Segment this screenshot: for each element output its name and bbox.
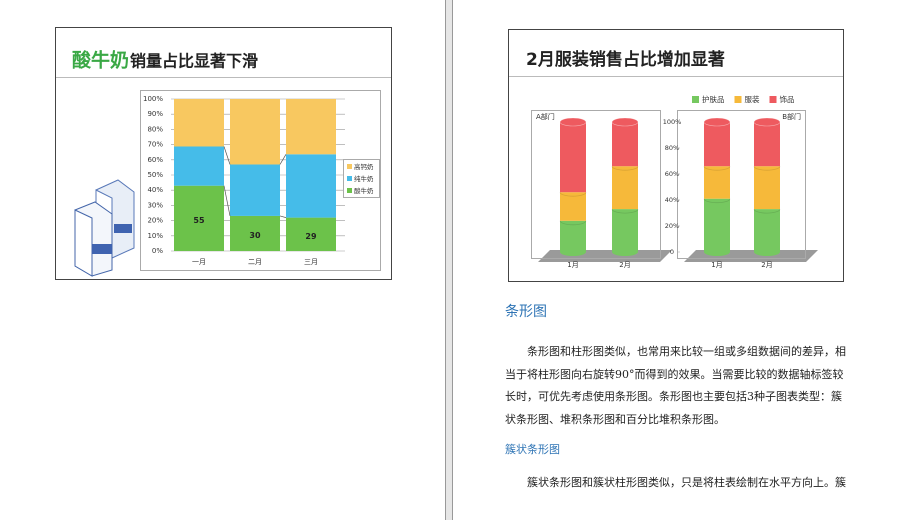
legend-label: 纯牛奶	[354, 174, 374, 183]
page-edge	[445, 0, 446, 520]
y-tick-label: 80%	[147, 125, 163, 133]
bar-segment	[174, 185, 224, 251]
y-tick-label: 80%	[665, 144, 679, 152]
cylinder-segment	[704, 166, 730, 199]
y-tick-label: 0%	[152, 247, 163, 255]
segment-edge	[753, 208, 781, 214]
cylinder-segment	[560, 122, 586, 193]
series-line	[279, 215, 287, 218]
x-tick-label: 2月	[619, 261, 630, 269]
data-label: 29	[305, 232, 317, 241]
y-tick-label: 30%	[147, 201, 163, 209]
legend-label: 酸牛奶	[354, 186, 374, 195]
milk-illustration	[74, 179, 135, 277]
y-tick-label: 100%	[143, 95, 163, 103]
paragraph: 条形图和柱形图类似，也常用来比较一组或多组数据间的差异，相当于将柱形图向右旋转9…	[505, 345, 846, 426]
segment-edge	[611, 208, 639, 214]
legend-label: 服装	[745, 94, 760, 104]
cylinder-segment	[612, 166, 638, 210]
legend-label: 高钙奶	[354, 162, 374, 171]
panel-frame	[531, 110, 661, 259]
data-label: 30	[249, 231, 261, 240]
x-tick-label: 2月	[761, 261, 772, 269]
y-tick-label: 10%	[147, 232, 163, 240]
series-line	[223, 185, 231, 216]
cylinder-segment	[754, 166, 780, 210]
bar-segment	[286, 217, 336, 251]
page-gap	[446, 0, 452, 520]
cylinder-segment	[754, 209, 780, 252]
heading: 条形图	[505, 304, 547, 320]
chart-title-highlight: 酸牛奶	[72, 49, 129, 72]
y-tick-label: 0	[670, 248, 674, 256]
x-tick-label: 1月	[567, 261, 578, 269]
legend-label: 饰品	[780, 94, 795, 104]
panel-label: A部门	[536, 112, 555, 121]
panel-label: B部门	[782, 112, 801, 121]
segment-edge	[703, 198, 731, 204]
y-tick-label: 50%	[147, 171, 163, 179]
legend-swatch	[347, 176, 352, 181]
bar-segment	[230, 99, 280, 165]
cylinder-segment	[612, 209, 638, 252]
segment-edge	[753, 166, 781, 171]
legend-swatch	[347, 164, 352, 169]
panel-frame	[677, 110, 806, 259]
series-line	[279, 154, 287, 165]
cylinder-segment	[560, 192, 586, 221]
y-tick-label: 90%	[147, 110, 163, 118]
data-label: 55	[193, 216, 205, 225]
x-tick-label: 二月	[248, 258, 262, 266]
cylinder-top	[559, 117, 587, 127]
chart-title: 销量占比显著下滑	[130, 52, 258, 71]
legend-swatch	[734, 96, 742, 103]
bar-segment	[174, 99, 224, 147]
bar-segment	[286, 99, 336, 155]
cylinder-top	[611, 117, 639, 127]
cylinder-segment	[612, 122, 638, 167]
series-line	[223, 146, 231, 165]
y-tick-label: 40%	[665, 196, 679, 204]
cylinder-segment	[560, 220, 586, 252]
x-tick-label: 三月	[304, 258, 318, 266]
cylinder-segment	[704, 122, 730, 167]
chart-title: 2月服装销售占比增加显著	[526, 49, 725, 70]
cylinder-top	[703, 117, 731, 127]
legend-swatch	[347, 188, 352, 193]
x-tick-label: 1月	[711, 261, 722, 269]
y-tick-label: 40%	[147, 186, 163, 194]
segment-edge	[559, 192, 587, 197]
x-tick-label: 一月	[192, 258, 206, 266]
cylinder-segment	[754, 122, 780, 167]
y-tick-label: 70%	[147, 141, 163, 149]
y-tick-label: 20%	[665, 222, 679, 230]
y-tick-label: 60%	[147, 156, 163, 164]
bar-segment	[286, 154, 336, 218]
page-edge	[452, 0, 453, 520]
segment-edge	[611, 166, 639, 171]
legend-label: 护肤品	[702, 94, 725, 104]
bar-segment	[174, 146, 224, 186]
floor	[538, 250, 672, 262]
y-tick-label: 60%	[665, 170, 679, 178]
bar-segment	[230, 215, 280, 251]
y-tick-label: 100%	[663, 118, 682, 126]
segment-edge	[703, 166, 731, 171]
cylinder-segment	[704, 198, 730, 252]
legend-swatch	[769, 96, 777, 103]
segment-edge	[559, 220, 587, 226]
subheading: 簇状条形图	[505, 443, 560, 456]
cylinder-top	[753, 117, 781, 127]
y-tick-label: 20%	[147, 217, 163, 225]
bar-segment	[230, 164, 280, 216]
paragraph: 簇状条形图和簇状柱形图类似，只是将柱表绘制在水平方向上。簇	[527, 476, 846, 489]
legend-swatch	[692, 96, 699, 103]
